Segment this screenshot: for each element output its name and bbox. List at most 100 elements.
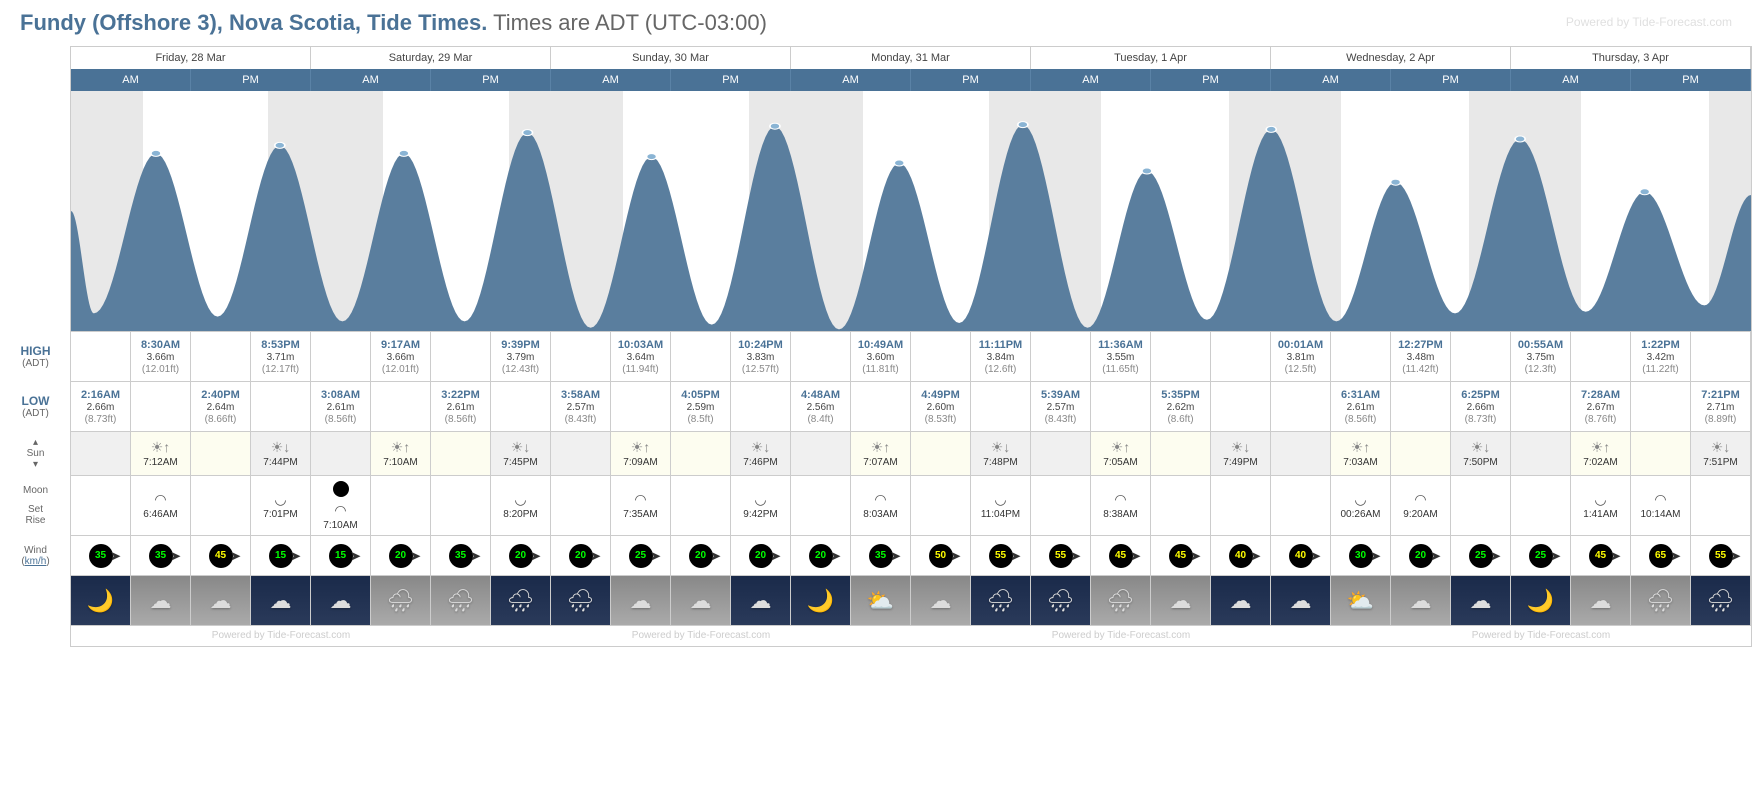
wind-direction-icon: ➤ — [1070, 549, 1080, 563]
moon-rise-icon: ◡ — [1354, 491, 1366, 508]
sun-set-icon: ☀↓ — [1471, 439, 1491, 456]
tide-time: 6:25PM — [1461, 389, 1500, 401]
sun-label: ▴ Sun ▾ — [1, 432, 71, 475]
tide-cell — [71, 332, 131, 381]
tide-height-m: 2.64m — [207, 402, 235, 413]
ampm-cell: PM — [911, 69, 1031, 91]
wind-direction-icon: ➤ — [1430, 549, 1440, 563]
moon-cell — [1451, 476, 1511, 535]
wind-speed-badge: 20➤ — [1409, 544, 1433, 568]
weather-cell: 🌧 — [431, 576, 491, 625]
day-header: Thursday, 3 Apr — [1511, 47, 1751, 69]
weather-icon: 🌧 — [1047, 588, 1075, 614]
tide-height-ft: (8.73ft) — [1465, 414, 1497, 425]
tide-height-m: 2.66m — [87, 402, 115, 413]
tide-height-m: 2.71m — [1707, 402, 1735, 413]
wind-cell: 45➤ — [1571, 536, 1631, 575]
wind-cell: 35➤ — [431, 536, 491, 575]
wind-direction-icon: ➤ — [1550, 549, 1560, 563]
weather-icon: 🌧 — [387, 588, 415, 614]
wind-cell: 20➤ — [371, 536, 431, 575]
weather-icon: ☁ — [1470, 588, 1492, 614]
tide-height-m: 2.57m — [567, 402, 595, 413]
moon-set-icon: ◠ — [874, 491, 886, 508]
sun-cell: ☀↑ 7:09AM — [611, 432, 671, 475]
weather-icon: ☁ — [330, 588, 352, 614]
moon-time: 7:35AM — [623, 509, 657, 520]
wind-direction-icon: ➤ — [1730, 549, 1740, 563]
wind-direction-icon: ➤ — [1610, 549, 1620, 563]
watermark-top: Powered by Tide-Forecast.com — [1566, 15, 1732, 29]
moon-cell — [1151, 476, 1211, 535]
wind-cells: 35➤35➤45➤15➤15➤20➤35➤20➤20➤25➤20➤20➤20➤3… — [71, 536, 1751, 575]
sun-time: 7:49PM — [1223, 457, 1257, 468]
tide-cell — [1211, 332, 1271, 381]
tide-height-ft: (8.73ft) — [85, 414, 117, 425]
moon-cell: ◡9:42PM — [731, 476, 791, 535]
moon-time: 11:04PM — [981, 509, 1020, 520]
weather-icon: ☁ — [1410, 588, 1432, 614]
tide-height-m: 2.61m — [1347, 402, 1375, 413]
wind-speed-badge: 55➤ — [1709, 544, 1733, 568]
wind-direction-icon: ➤ — [590, 549, 600, 563]
wind-speed-badge: 45➤ — [1109, 544, 1133, 568]
bottom-watermarks: Powered by Tide-Forecast.comPowered by T… — [71, 626, 1751, 646]
tide-cell: 4:49PM 2.60m (8.53ft) — [911, 382, 971, 431]
weather-cell: 🌧 — [971, 576, 1031, 625]
tide-cell — [1271, 382, 1331, 431]
weather-icon: ☁ — [630, 588, 652, 614]
tide-time: 5:35PM — [1161, 389, 1200, 401]
watermark-bottom: Powered by Tide-Forecast.com — [71, 626, 491, 646]
tide-time: 12:27PM — [1398, 339, 1443, 351]
weather-cell: 🌧 — [1091, 576, 1151, 625]
sun-rise-icon: ☀↑ — [151, 439, 171, 456]
moon-cell: ◠9:20AM — [1391, 476, 1451, 535]
wind-direction-icon: ➤ — [230, 549, 240, 563]
tide-cell: 6:25PM 2.66m (8.73ft) — [1451, 382, 1511, 431]
tide-cell — [1091, 382, 1151, 431]
weather-icon: ☁ — [210, 588, 232, 614]
moon-cell — [791, 476, 851, 535]
wind-speed-badge: 45➤ — [209, 544, 233, 568]
wind-cell: 55➤ — [1691, 536, 1751, 575]
wind-direction-icon: ➤ — [1250, 549, 1260, 563]
sun-cell — [1631, 432, 1691, 475]
wind-direction-icon: ➤ — [950, 549, 960, 563]
tide-time: 00:01AM — [1278, 339, 1323, 351]
ampm-cell: AM — [1031, 69, 1151, 91]
tide-time: 10:49AM — [858, 339, 903, 351]
tide-peak-dot — [1142, 168, 1152, 174]
sun-cell — [791, 432, 851, 475]
tide-peak-dot — [1018, 122, 1028, 128]
ampm-cell: AM — [1511, 69, 1631, 91]
weather-icon: 🌧 — [987, 588, 1015, 614]
sun-time: 7:46PM — [743, 457, 777, 468]
wind-cell: 25➤ — [1511, 536, 1571, 575]
low-label: LOW (ADT) — [1, 382, 71, 431]
wind-cell: 20➤ — [731, 536, 791, 575]
data-section: HIGH (ADT) 8:30AM 3.66m (12.01ft)8:53PM … — [71, 331, 1751, 626]
wind-direction-icon: ➤ — [530, 549, 540, 563]
tide-cell — [311, 332, 371, 381]
sun-rise-icon: ☀↑ — [1111, 439, 1131, 456]
tide-cell: 11:11PM 3.84m (12.6ft) — [971, 332, 1031, 381]
wind-direction-icon: ➤ — [1490, 549, 1500, 563]
wind-row: Wind (km/h) 35➤35➤45➤15➤15➤20➤35➤20➤20➤2… — [71, 536, 1751, 576]
wind-unit-link[interactable]: km/h — [25, 556, 47, 567]
tide-peak-dot — [399, 150, 409, 156]
moon-cell: ◠7:35AM — [611, 476, 671, 535]
moon-time: 9:20AM — [1403, 509, 1437, 520]
wind-speed-badge: 15➤ — [269, 544, 293, 568]
title-timezone: Times are ADT (UTC-03:00) — [493, 10, 767, 35]
sun-cell: ☀↓ 7:50PM — [1451, 432, 1511, 475]
tide-height-m: 2.67m — [1587, 402, 1615, 413]
sun-cell — [71, 432, 131, 475]
sun-cells: ☀↑ 7:12AM☀↓ 7:44PM☀↑ 7:10AM☀↓ 7:45PM☀↑ 7… — [71, 432, 1751, 475]
tide-height-ft: (8.43ft) — [1045, 414, 1077, 425]
weather-cell: ⛅ — [1331, 576, 1391, 625]
tide-peak-dot — [1515, 136, 1525, 142]
wind-cell: 25➤ — [1451, 536, 1511, 575]
ampm-cell: PM — [431, 69, 551, 91]
moon-set-icon: ◠ — [1114, 491, 1126, 508]
wind-speed-badge: 20➤ — [809, 544, 833, 568]
